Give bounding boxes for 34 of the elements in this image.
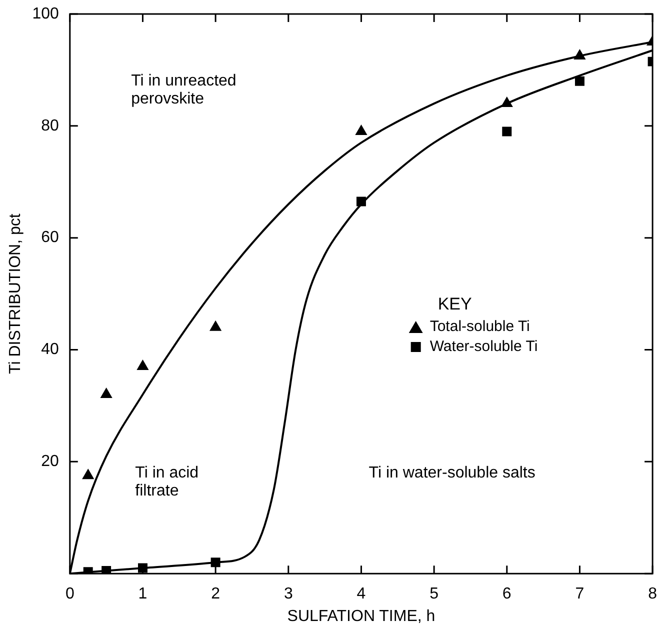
y-tick-label: 60 <box>41 229 59 246</box>
x-tick-label: 4 <box>356 586 366 603</box>
point <box>502 126 512 136</box>
y-tick-label: 20 <box>41 453 59 470</box>
legend-title: KEY <box>438 294 472 314</box>
x-tick-label: 1 <box>138 586 148 603</box>
point <box>574 49 586 60</box>
y-tick-label: 80 <box>41 117 59 134</box>
x-tick-label: 7 <box>575 586 584 603</box>
annotation: Ti in unreacted perovskite <box>131 72 236 108</box>
y-tick-label: 40 <box>41 341 59 358</box>
annotation: Ti in acid filtrate <box>135 464 199 500</box>
x-tick-label: 5 <box>430 586 439 603</box>
point <box>356 196 366 206</box>
x-tick-label: 6 <box>502 586 512 603</box>
x-tick-label: 2 <box>211 586 220 603</box>
point <box>210 558 220 568</box>
x-tick-label: 0 <box>65 586 74 603</box>
legend-label: Total-soluble Ti <box>430 318 530 336</box>
y-tick-label: 100 <box>32 5 59 22</box>
point <box>501 97 513 108</box>
x-tick-label: 3 <box>284 586 293 603</box>
point <box>210 320 222 331</box>
point <box>82 469 94 480</box>
y-axis-title: Ti DISTRIBUTION, pct <box>7 213 24 374</box>
point <box>356 125 367 136</box>
point <box>100 388 112 398</box>
legend-label: Water-soluble Ti <box>430 338 538 356</box>
x-axis-title: SULFATION TIME, h <box>287 608 436 625</box>
point <box>574 76 584 86</box>
annotation: Ti in water-soluble salts <box>368 464 536 482</box>
point <box>137 360 148 370</box>
x-tick-label: 8 <box>648 586 658 603</box>
point <box>102 566 112 574</box>
